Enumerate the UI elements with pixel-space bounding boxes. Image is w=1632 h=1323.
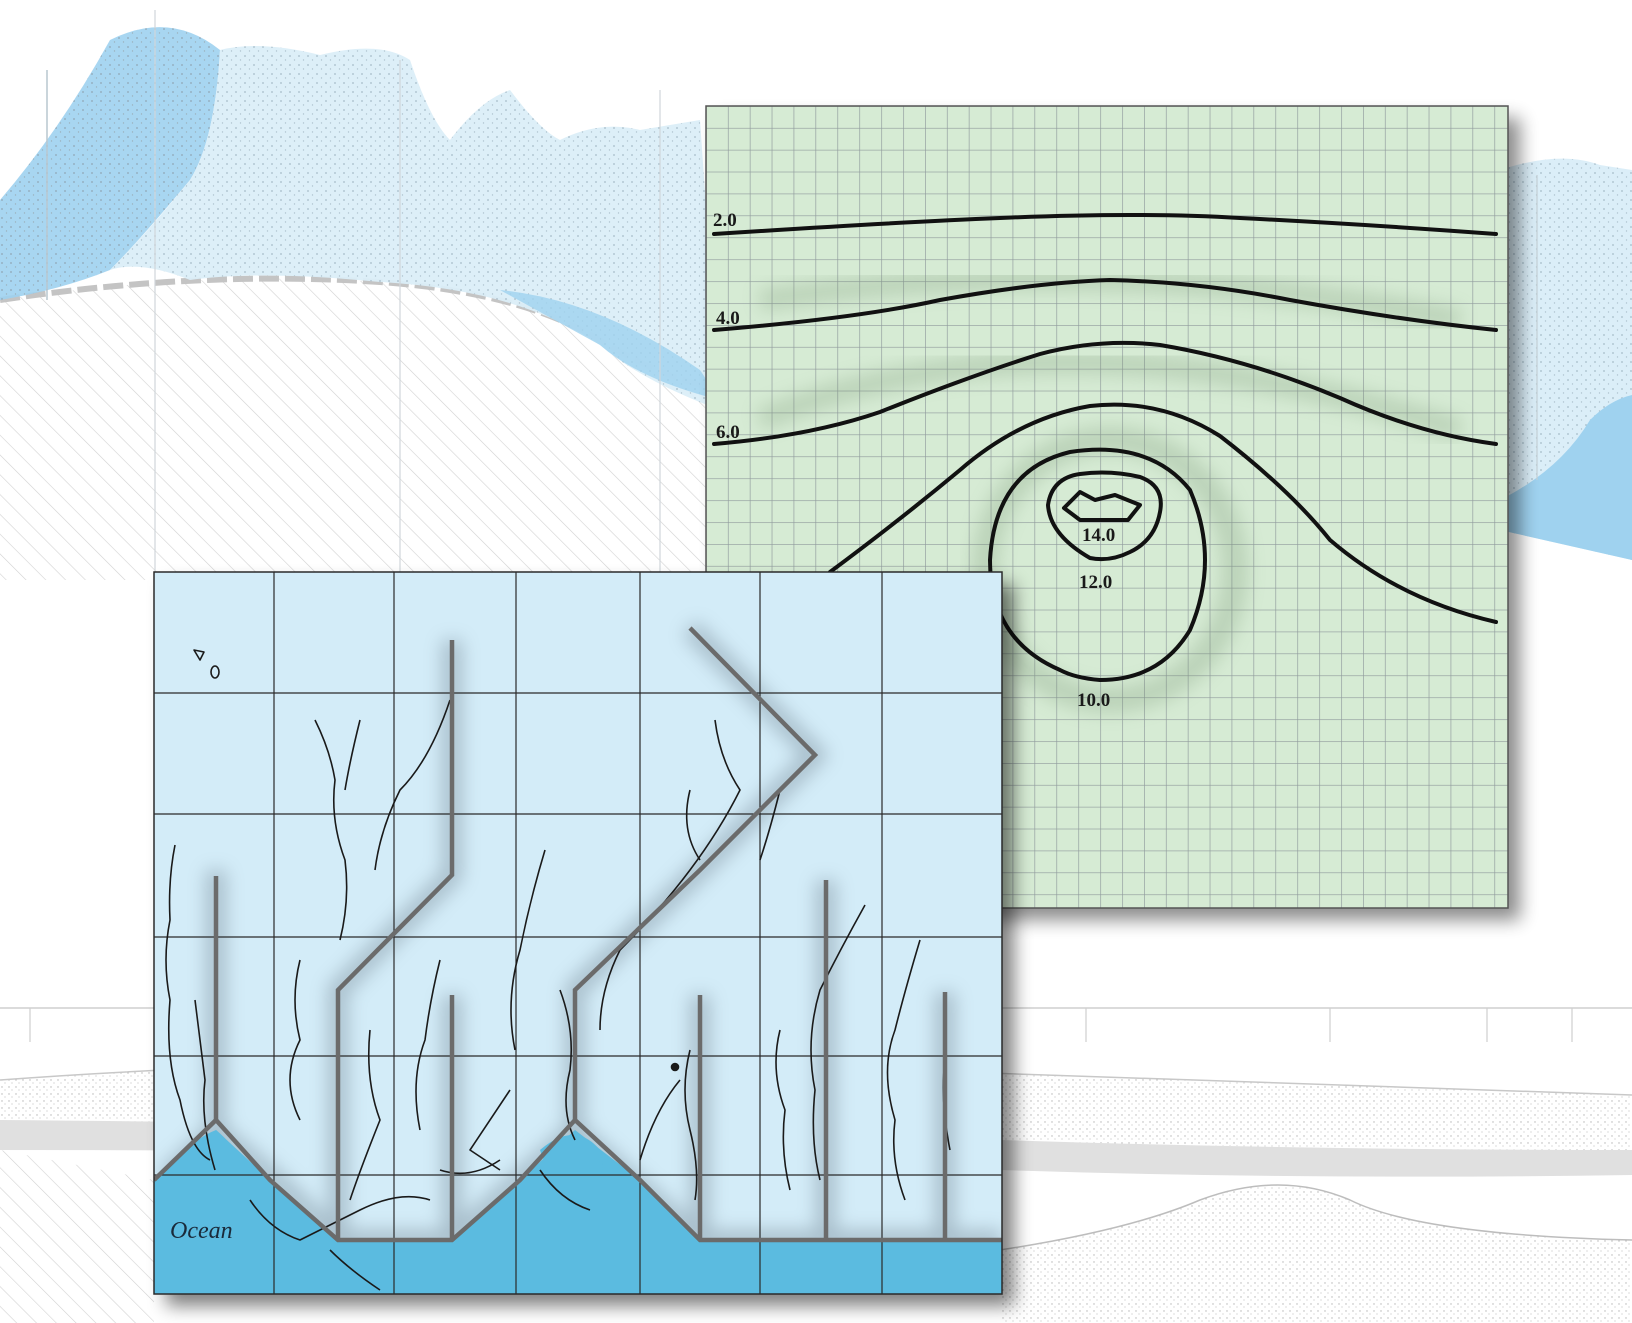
contour-label-4: 4.0 xyxy=(716,308,740,329)
ocean-label: Ocean xyxy=(170,1218,233,1244)
bedrock-layer xyxy=(0,278,760,580)
model-boundary xyxy=(154,626,1002,1243)
contour-label-12: 12.0 xyxy=(1079,572,1112,593)
contour-label-10: 10.0 xyxy=(1077,690,1110,711)
contour-line-2 xyxy=(712,213,1498,236)
model-grid-map-panel: Ocean xyxy=(153,571,1014,1306)
contour-label-6: 6.0 xyxy=(716,422,740,443)
contour-label-14: 14.0 xyxy=(1082,525,1115,546)
stream-network xyxy=(165,649,951,1291)
aquifer-layer-right xyxy=(1500,395,1632,560)
contour-line-8 xyxy=(828,402,1498,624)
contour-line-12 xyxy=(1046,470,1163,562)
ocean-area xyxy=(154,1130,1002,1294)
contour-line-4 xyxy=(712,278,1498,332)
background-cross-section-top xyxy=(0,10,1632,580)
contour-labels: 2.0 4.0 6.0 10.0 12.0 14.0 xyxy=(713,210,1115,711)
contour-lines xyxy=(712,213,1498,682)
contour-line-6 xyxy=(712,340,1498,446)
contour-line-14 xyxy=(1062,490,1142,522)
contour-label-2: 2.0 xyxy=(713,210,737,231)
contour-line-10 xyxy=(988,447,1207,682)
